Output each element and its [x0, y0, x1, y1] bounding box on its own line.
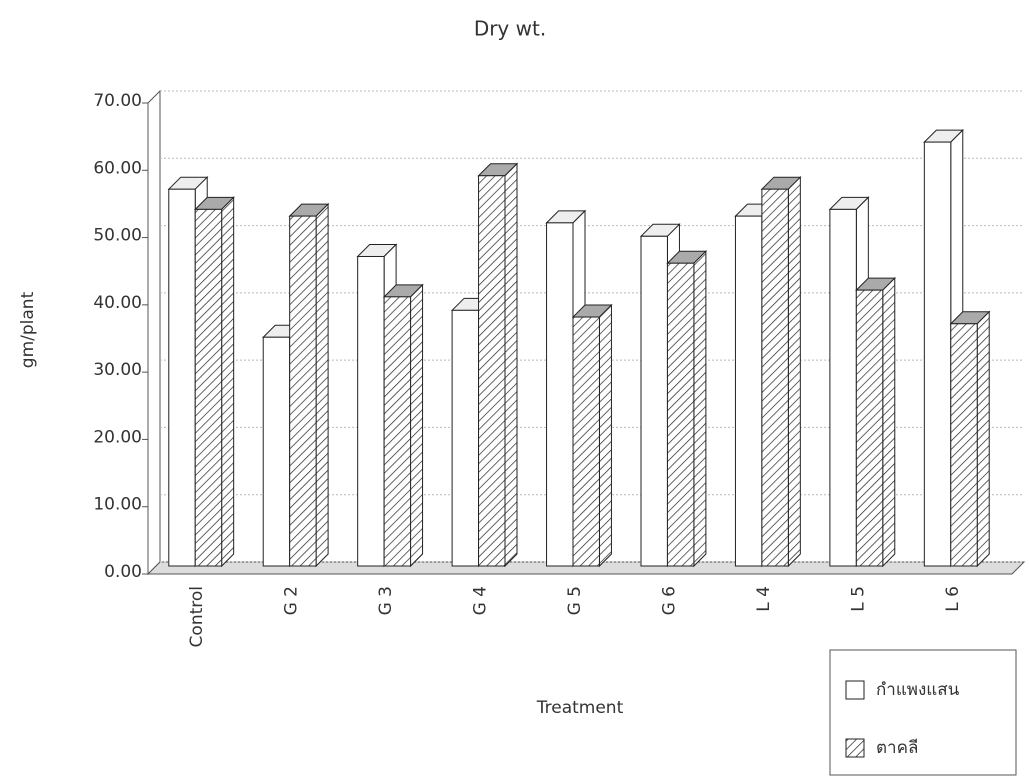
bar: [546, 222, 574, 567]
bar: [194, 208, 223, 567]
bar-side: [504, 162, 518, 568]
bar: [357, 255, 385, 567]
bar: [262, 336, 291, 567]
bar: [829, 208, 857, 567]
bar-side: [598, 303, 612, 568]
bar-side: [315, 202, 329, 568]
y-tick-label: 40.00: [93, 293, 142, 313]
bar-side: [410, 283, 424, 568]
bar: [950, 323, 978, 567]
bar: [451, 309, 480, 567]
bar: [478, 175, 506, 567]
bar-side: [221, 196, 235, 568]
bar: [289, 215, 317, 567]
bar: [761, 188, 789, 567]
bar: [734, 215, 763, 567]
bar: [923, 141, 952, 567]
side-wall: [147, 89, 161, 576]
bar: [640, 235, 668, 567]
x-tick-label: L 6: [943, 586, 963, 612]
y-tick-label: 0.00: [104, 562, 142, 582]
x-tick-label: L 5: [848, 586, 868, 612]
x-tick-label: G 4: [471, 586, 491, 615]
bar: [383, 296, 412, 567]
x-tick-label: L 4: [754, 586, 774, 612]
bar: [855, 289, 884, 567]
y-tick-label: 50.00: [93, 226, 142, 246]
x-tick-label: G 6: [659, 586, 679, 615]
bar-side: [693, 250, 707, 568]
y-tick-label: 30.00: [93, 360, 142, 380]
bar: [666, 262, 695, 567]
x-tick-label: G 3: [376, 586, 396, 615]
y-tick-label: 20.00: [93, 427, 142, 447]
y-tick-label: 60.00: [93, 158, 142, 178]
x-tick-label: G 2: [282, 586, 302, 615]
bar: [572, 316, 600, 567]
y-axis-label: gm/plant: [18, 291, 38, 368]
x-tick-label: Control: [187, 586, 207, 647]
bar-side: [882, 276, 896, 568]
x-axis-label: Treatment: [536, 698, 624, 718]
legend-swatch: [845, 738, 865, 758]
legend-label: ตาคลี: [876, 738, 918, 758]
bar: [168, 188, 196, 567]
bar-side: [787, 175, 801, 568]
bar-side: [976, 310, 990, 568]
y-tick-label: 70.00: [93, 91, 142, 111]
x-tick-label: G 5: [565, 586, 585, 615]
y-tick-label: 10.00: [93, 495, 142, 515]
legend-swatch: [845, 680, 865, 700]
legend-label: กำแพงแสน: [876, 680, 960, 700]
chart-title: Dry wt.: [474, 17, 546, 41]
